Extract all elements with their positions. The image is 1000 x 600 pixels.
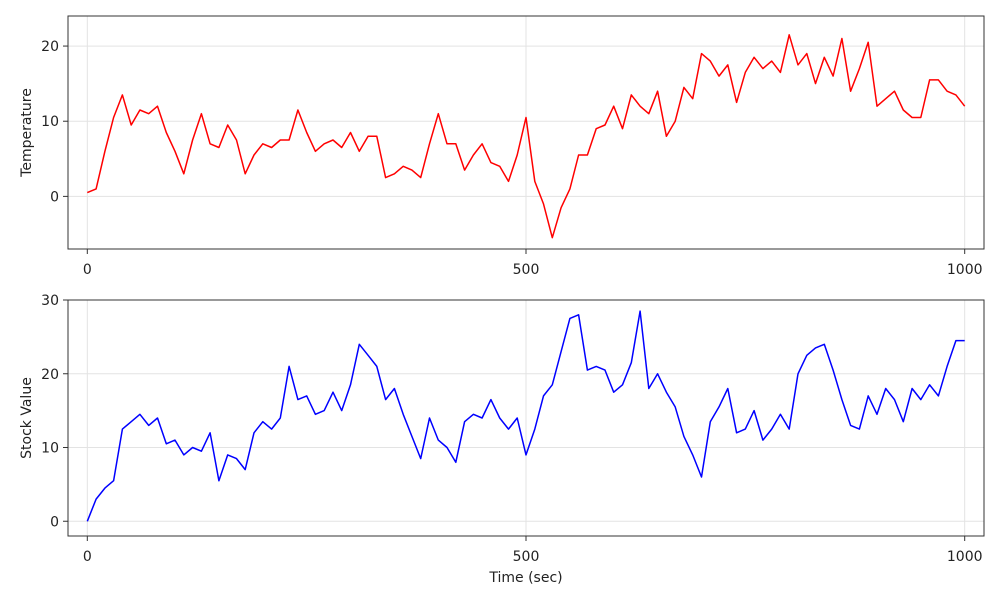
temperature-plot-area bbox=[67, 15, 985, 250]
stock-value-y-tick-label: 30 bbox=[41, 293, 59, 309]
stock-value-y-tick-label: 20 bbox=[41, 367, 59, 383]
temperature-x-tick-label: 500 bbox=[513, 262, 540, 278]
stock-value-y-tick-label: 10 bbox=[41, 441, 59, 457]
temperature-x-tick-label: 1000 bbox=[947, 262, 983, 278]
stock-value-ticks: 0 500 1000 0 10 20 30 bbox=[41, 293, 982, 565]
stock-value-x-tick-label: 500 bbox=[513, 549, 540, 565]
stock-value-panel: 0 500 1000 0 10 20 30 Stock Value Time (sec) bbox=[19, 293, 985, 586]
stock-value-plot-area bbox=[67, 299, 985, 537]
temperature-y-tick-label: 10 bbox=[41, 114, 59, 130]
temperature-y-axis-label: Temperature bbox=[19, 88, 35, 178]
temperature-y-tick-label: 20 bbox=[41, 39, 59, 55]
temperature-y-tick-label: 0 bbox=[50, 189, 59, 205]
temperature-panel: 0 500 1000 0 10 20 Temperature bbox=[19, 15, 985, 278]
temperature-grid bbox=[68, 16, 984, 249]
stock-value-grid bbox=[68, 299, 984, 536]
temperature-x-tick-label: 0 bbox=[83, 262, 92, 278]
temperature-ticks: 0 500 1000 0 10 20 bbox=[41, 39, 982, 278]
stock-value-y-axis-label: Stock Value bbox=[19, 377, 35, 459]
stock-value-x-tick-label: 0 bbox=[83, 549, 92, 565]
stock-value-line bbox=[86, 310, 965, 522]
time-x-axis-label: Time (sec) bbox=[488, 570, 562, 586]
stock-value-x-tick-label: 1000 bbox=[947, 549, 983, 565]
temperature-line bbox=[87, 34, 966, 239]
stock-value-y-tick-label: 0 bbox=[50, 514, 59, 530]
